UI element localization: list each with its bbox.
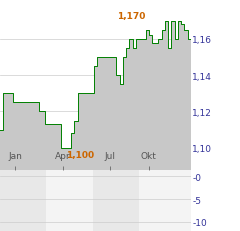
Bar [139,170,191,231]
Text: 1,170: 1,170 [117,12,145,21]
Text: 1,100: 1,100 [66,150,94,159]
Bar [46,170,94,231]
Bar [94,170,139,231]
Bar [0,170,46,231]
